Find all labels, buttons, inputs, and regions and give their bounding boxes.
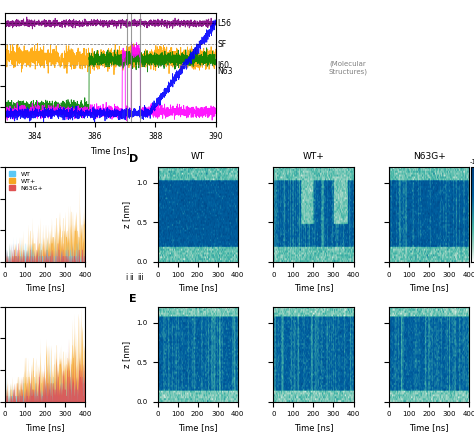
Title: -1<: -1< bbox=[469, 159, 474, 165]
X-axis label: Time [ns]: Time [ns] bbox=[410, 423, 449, 432]
Text: I60: I60 bbox=[217, 61, 229, 70]
Text: ii: ii bbox=[129, 273, 134, 282]
Title: WT: WT bbox=[191, 152, 205, 161]
Text: L56: L56 bbox=[217, 19, 231, 28]
X-axis label: Time [ns]: Time [ns] bbox=[25, 423, 64, 432]
X-axis label: Time [ns]: Time [ns] bbox=[294, 283, 333, 292]
X-axis label: Time [ns]: Time [ns] bbox=[91, 146, 130, 156]
X-axis label: Time [ns]: Time [ns] bbox=[178, 423, 218, 432]
Text: i: i bbox=[126, 273, 128, 282]
X-axis label: Time [ns]: Time [ns] bbox=[294, 423, 333, 432]
Text: (Molecular
Structures): (Molecular Structures) bbox=[328, 60, 367, 75]
Y-axis label: z [nm]: z [nm] bbox=[122, 341, 131, 368]
Title: N63G+: N63G+ bbox=[413, 152, 446, 161]
Text: N63: N63 bbox=[217, 67, 233, 76]
Text: E: E bbox=[129, 294, 137, 304]
X-axis label: Time [ns]: Time [ns] bbox=[25, 283, 64, 292]
Text: D: D bbox=[129, 154, 139, 164]
Text: SF: SF bbox=[217, 40, 226, 49]
X-axis label: Time [ns]: Time [ns] bbox=[410, 283, 449, 292]
X-axis label: Time [ns]: Time [ns] bbox=[178, 283, 218, 292]
Text: iii: iii bbox=[137, 273, 144, 282]
Y-axis label: z [nm]: z [nm] bbox=[122, 201, 131, 228]
Title: WT+: WT+ bbox=[302, 152, 324, 161]
Legend: WT, WT+, N63G+: WT, WT+, N63G+ bbox=[8, 170, 45, 192]
